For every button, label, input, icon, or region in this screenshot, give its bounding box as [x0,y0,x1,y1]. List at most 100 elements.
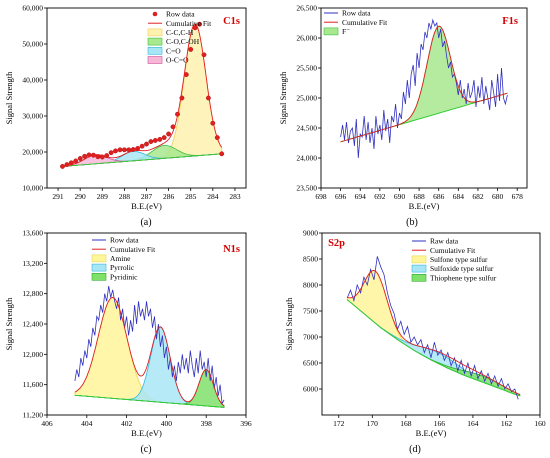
caption-d: (d) [409,444,421,455]
legend-swatch [147,46,163,55]
y-tick-label: 12,000 [22,350,43,359]
cumulative-fit-line [62,23,223,167]
x-tick-label: 291 [52,192,64,201]
x-tick-label: 686 [433,192,445,201]
plot-frame [321,232,541,416]
y-tick-label: 13,200 [22,259,43,268]
legend-label: Cumulative Fit [166,19,212,28]
x-tick-label: 406 [41,419,53,428]
legend-label: Sulfone type sulfur [430,255,488,264]
x-tick-label: 400 [161,419,173,428]
data-point [139,143,145,149]
x-tick-label: 690 [394,192,406,201]
y-tick-label: 60,000 [22,4,43,13]
data-point [108,150,114,156]
legend-swatch [323,27,339,36]
caption-b: (b) [406,217,418,228]
x-axis-label: B.E.(eV) [409,201,440,211]
data-point [205,95,211,101]
legend-label: Row data [166,10,195,19]
x-tick-label: 283 [229,192,241,201]
legend-label: Raw data [430,237,459,246]
y-tick-label: 25,000 [296,94,317,103]
x-tick-label: 289 [97,192,109,201]
y-tick-label: 24,500 [296,124,317,133]
legend-label: F⁻ [342,27,350,36]
cumulative-fit-line [74,297,225,407]
x-tick-label: 682 [472,192,484,201]
x-axis-label: B.E.(eV) [416,428,447,438]
raw-data-line [340,18,508,159]
legend-label: Cumulative Fit [110,245,156,254]
x-tick-label: 162 [501,419,513,428]
element-badge: C1s [223,16,240,27]
data-point [219,151,225,157]
data-point [188,47,194,52]
x-tick-label: 168 [400,419,412,428]
x-tick-label: 680 [492,192,504,201]
legend-label: Thiophene type sulfur [430,273,497,282]
legend-swatch [147,56,163,64]
legend-swatch [411,255,427,264]
panel-a: 291 290 289 288 287 286 285 284 283 10,000 20,000 3… [4,4,247,211]
legend-swatch [411,264,427,273]
legend-label: Sulfoxide type sulfur [430,264,494,273]
y-tick-label: 6000 [303,385,318,394]
x-tick-label: 285 [185,192,197,201]
y-tick-label: 30,000 [22,112,43,121]
caption-c: (c) [140,444,151,455]
y-tick-label: 8000 [303,281,318,290]
data-point [82,153,88,159]
x-tick-label: 404 [81,419,93,428]
x-tick-label: 288 [119,192,131,201]
y-tick-label: 26,000 [296,34,317,43]
legend-swatch [91,263,107,272]
x-tick-label: 692 [374,192,386,201]
x-tick-label: 160 [534,419,546,428]
panel-d: 172 170 168 166 164 162 160 6000 6500 7000 7500 800… [284,229,546,439]
raw-data-line [74,286,225,405]
baseline [346,299,521,397]
data-point [113,148,118,154]
panel-caption: (c) [140,444,151,455]
y-tick-label: 13,600 [22,229,43,238]
x-tick-label: 688 [413,192,425,201]
x-tick-label: 684 [453,192,465,201]
y-axis-label: Signal Strength [278,71,288,124]
baseline [74,394,225,408]
element-badge: F1s [502,16,518,27]
legend-label: C-O,C-OH [166,37,200,46]
cumulative-fit-line [347,270,521,395]
y-tick-label: 12,400 [22,320,43,329]
y-tick-label: 11,200 [23,411,44,420]
panel-caption: (a) [140,217,151,228]
x-tick-label: 696 [335,192,347,201]
panel-caption: (b) [406,217,418,228]
panel-caption: (d) [409,444,421,455]
legend-label: Cumulative Fit [430,246,476,255]
baseline [62,153,222,167]
y-tick-label: 50,000 [22,40,43,49]
x-tick-label: 402 [121,419,133,428]
data-point [135,145,141,151]
x-tick-label: 694 [355,192,367,201]
legend-label: Row data [110,236,139,245]
legend-swatch [91,272,107,281]
legend-label: O-C=O [166,56,189,65]
legend-swatch [91,254,107,263]
y-tick-label: 10,000 [22,184,43,193]
cumulative-fit-line [340,25,508,143]
panel-c: 406 404 402 400 398 396 11,200 11,600 12,000 12,4… [4,229,252,439]
legend-swatch [152,11,158,17]
legend-label: Cumulative Fit [342,18,388,27]
y-tick-label: 8500 [303,255,318,264]
data-point [144,141,149,147]
x-tick-label: 698 [315,192,327,201]
y-tick-label: 25,500 [296,64,317,73]
legend-label: Amine [110,254,131,263]
x-tick-label: 284 [207,192,219,201]
x-tick-label: 290 [75,192,87,201]
